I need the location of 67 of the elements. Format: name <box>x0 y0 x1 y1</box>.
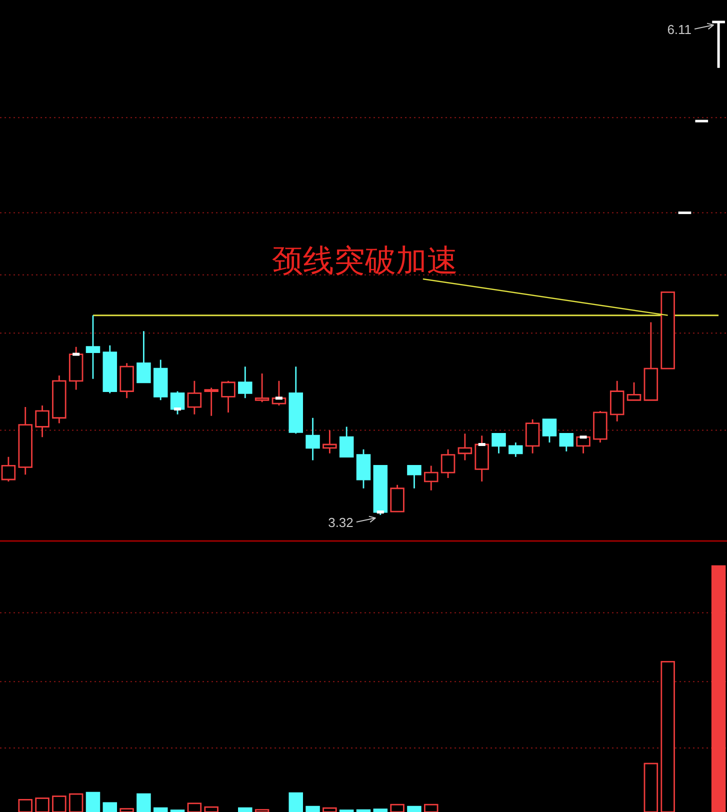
bar <box>660 660 675 812</box>
candlestick <box>508 442 523 458</box>
bar <box>18 799 32 812</box>
candlestick <box>474 434 489 482</box>
candlestick <box>120 362 134 399</box>
bar <box>288 792 303 812</box>
bar <box>711 565 726 812</box>
bar <box>306 806 320 812</box>
candlestick <box>710 20 726 70</box>
candlestick <box>593 410 608 444</box>
bar <box>136 793 151 812</box>
candlestick <box>204 387 218 417</box>
candlestick <box>52 374 66 424</box>
candlestick <box>644 322 658 401</box>
annotation: 3.32 <box>328 515 354 530</box>
candlestick <box>626 382 642 401</box>
annotation: 6.11 <box>667 22 692 37</box>
bar <box>254 809 270 812</box>
candlestick <box>458 432 472 461</box>
candlestick <box>440 448 456 479</box>
candlestick <box>660 291 675 370</box>
bar <box>373 808 388 812</box>
candlestick <box>492 432 506 454</box>
candlestick <box>373 465 388 516</box>
bar <box>86 792 100 812</box>
bar <box>68 793 84 812</box>
annotation: 颈线突破加速 <box>272 243 458 278</box>
candlestick <box>102 344 118 394</box>
candlestick <box>86 314 100 380</box>
candlestick <box>407 465 422 490</box>
candlestick <box>610 380 624 422</box>
candlestick <box>68 346 84 390</box>
candlestick <box>525 418 540 454</box>
candlestick <box>187 380 202 416</box>
candlestick <box>153 359 168 401</box>
bar <box>52 796 66 812</box>
candlestick <box>559 432 574 452</box>
bar <box>120 808 134 812</box>
candlestick <box>254 372 270 403</box>
candlestick <box>339 426 354 458</box>
bar <box>35 798 50 812</box>
candlestick <box>221 380 236 414</box>
candlestick <box>356 448 371 490</box>
candlestick <box>542 418 557 444</box>
candlestick <box>35 404 50 438</box>
candlestick <box>170 390 185 416</box>
bar <box>390 804 404 812</box>
candlestick <box>136 330 151 384</box>
bar <box>644 762 658 812</box>
bar <box>187 802 202 812</box>
candlestick <box>390 484 404 512</box>
candlestick <box>238 366 252 399</box>
candlestick <box>306 417 320 461</box>
bar <box>238 807 252 812</box>
bar <box>102 802 118 812</box>
candlestick <box>677 212 692 214</box>
bar <box>204 806 218 812</box>
candlestick <box>1 456 16 482</box>
candlestick <box>424 465 438 492</box>
candlestick <box>288 366 303 434</box>
bar <box>424 804 438 812</box>
candlestick <box>18 406 32 476</box>
bar <box>322 807 337 812</box>
bar <box>407 806 422 812</box>
candlestick <box>694 120 710 122</box>
bar <box>153 807 168 812</box>
candlestick <box>322 430 337 454</box>
